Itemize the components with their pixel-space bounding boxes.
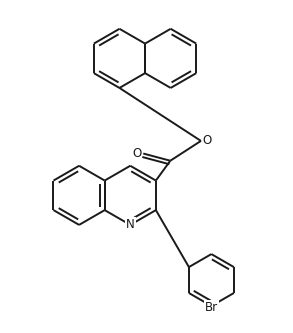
Text: N: N [126,218,135,231]
Text: O: O [132,147,142,160]
Text: Br: Br [205,301,218,314]
Text: O: O [203,135,212,148]
